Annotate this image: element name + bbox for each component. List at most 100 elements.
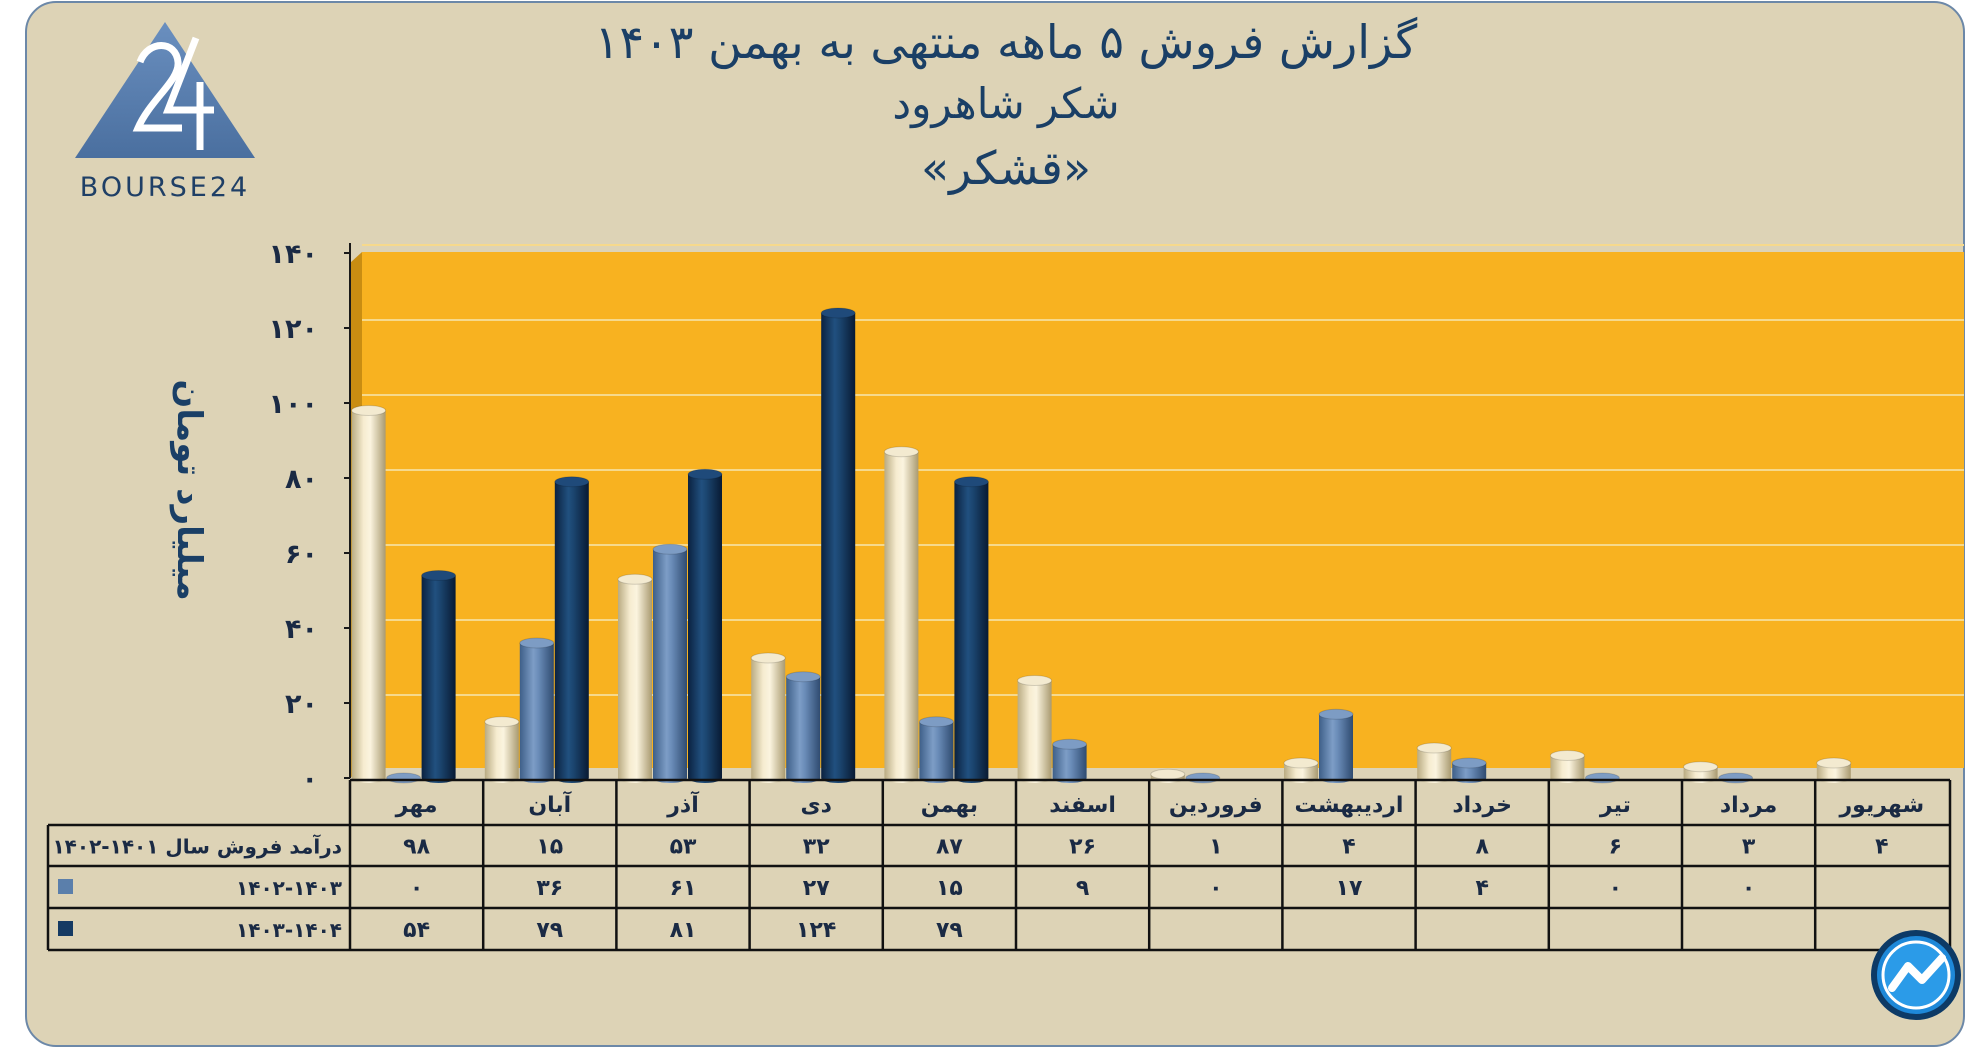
bar-top bbox=[652, 543, 688, 555]
bar-top bbox=[1584, 772, 1620, 784]
data-label: ۶ bbox=[1609, 835, 1622, 860]
data-label: ۱۲۴ bbox=[796, 918, 836, 943]
data-label: ۲۷ bbox=[803, 876, 830, 901]
bar-1-0 bbox=[386, 772, 422, 784]
bar-1-5 bbox=[1052, 738, 1088, 783]
y-tick-label: ۱۰۰ bbox=[269, 389, 318, 420]
data-label: ۰ bbox=[1609, 876, 1622, 901]
bar-0-4 bbox=[883, 446, 919, 783]
bar-body bbox=[484, 721, 519, 783]
data-label: ۵۳ bbox=[670, 835, 697, 860]
y-tick-label: ۱۴۰ bbox=[269, 239, 318, 270]
y-tick-label: ۶۰ bbox=[285, 539, 318, 570]
bar-top bbox=[687, 468, 723, 480]
data-label: ۷۹ bbox=[536, 918, 563, 943]
bar-body bbox=[1417, 748, 1452, 783]
data-label: ۱۷ bbox=[1336, 876, 1363, 901]
bar-0-3 bbox=[750, 652, 786, 783]
bar-body bbox=[786, 676, 821, 783]
bar-body bbox=[821, 313, 856, 783]
bar-top bbox=[554, 476, 590, 488]
bar-1-1 bbox=[519, 637, 555, 783]
data-label: ۴ bbox=[1475, 876, 1488, 901]
bar-2-2 bbox=[687, 468, 723, 783]
bar-2-3 bbox=[820, 307, 856, 783]
title-line-1: گزارش فروش ۵ ماهه منتهی به بهمن ۱۴۰۳ bbox=[595, 15, 1418, 70]
data-label: ۷۹ bbox=[936, 918, 963, 943]
bar-0-2 bbox=[617, 573, 653, 783]
y-tick-label: ۸۰ bbox=[285, 464, 318, 495]
bar-top bbox=[1150, 768, 1186, 780]
x-tick-label: مهر bbox=[395, 793, 438, 818]
data-label: ۱ bbox=[1209, 835, 1222, 860]
bar-body bbox=[1452, 763, 1487, 783]
bar-top bbox=[918, 716, 954, 728]
bar-0-0 bbox=[351, 405, 387, 783]
x-tick-label: دی bbox=[800, 793, 831, 818]
bar-body bbox=[653, 549, 687, 783]
data-label: ۶۱ bbox=[670, 876, 697, 901]
bar-body bbox=[751, 658, 786, 783]
bar-1-3 bbox=[785, 671, 821, 783]
data-label: ۳۶ bbox=[536, 876, 563, 901]
bar-body bbox=[618, 579, 652, 783]
x-tick-label: آذر bbox=[666, 790, 699, 818]
bar-top bbox=[519, 637, 555, 649]
y-axis-label: میلیارد تومان bbox=[169, 379, 209, 600]
bar-top bbox=[421, 570, 457, 581]
bar-body bbox=[421, 575, 456, 783]
bar-1-10 bbox=[1718, 772, 1754, 784]
logo-digit-two-shape bbox=[132, 42, 182, 132]
legend-swatch bbox=[58, 921, 73, 936]
bar-top bbox=[750, 652, 786, 664]
legend-swatch bbox=[58, 879, 73, 894]
x-tick-label: مرداد bbox=[1720, 793, 1777, 818]
legend-label: ۱۴۰۲-۱۴۰۳ bbox=[236, 876, 342, 900]
title-line-3: «قشکر» bbox=[921, 141, 1091, 196]
bar-0-1 bbox=[484, 716, 520, 783]
bar-body bbox=[1052, 744, 1087, 783]
y-axis: ۰ ۲۰ ۴۰ ۶۰ ۸۰ ۱۰۰ ۱۲۰ ۱۴۰ bbox=[269, 239, 351, 795]
bar-2-0 bbox=[421, 570, 457, 783]
bar-top bbox=[1017, 675, 1053, 686]
bar-1-7 bbox=[1318, 708, 1354, 783]
data-label: ۰ bbox=[1209, 876, 1222, 901]
bar-top bbox=[351, 405, 387, 416]
bar-top bbox=[617, 573, 653, 585]
bar-1-2 bbox=[652, 543, 688, 783]
data-label: ۰ bbox=[410, 876, 423, 901]
data-label: ۸۷ bbox=[936, 835, 963, 860]
bar-top bbox=[1816, 757, 1852, 769]
bar-top bbox=[1683, 761, 1719, 773]
bar-body bbox=[919, 721, 954, 783]
legend-label: درآمد فروش سال ۱۴۰۱-۱۴۰۲ bbox=[52, 834, 342, 859]
x-tick-label: خرداد bbox=[1452, 793, 1512, 818]
bar-body bbox=[554, 481, 589, 783]
bar-body bbox=[1284, 763, 1318, 783]
bar-top bbox=[1185, 772, 1221, 784]
bar-top bbox=[883, 446, 919, 458]
data-label: ۸۱ bbox=[670, 918, 697, 943]
bar-body bbox=[954, 481, 989, 783]
bar-top bbox=[953, 476, 989, 488]
bar-0-11 bbox=[1816, 757, 1852, 783]
y-tick-label: ۲۰ bbox=[285, 689, 318, 720]
bar-2-1 bbox=[554, 476, 590, 783]
bar-body bbox=[688, 474, 722, 783]
x-tick-label: بهمن bbox=[921, 793, 978, 818]
bar-0-9 bbox=[1549, 750, 1585, 783]
bar-top bbox=[1549, 750, 1585, 761]
data-label: ۹۸ bbox=[403, 835, 430, 860]
data-label: ۲۶ bbox=[1069, 835, 1096, 860]
x-tick-label: فروردین bbox=[1169, 793, 1263, 818]
logo-digit-four-shape bbox=[162, 36, 214, 150]
bar-1-9 bbox=[1584, 772, 1620, 784]
data-label: ۴ bbox=[1342, 835, 1355, 860]
bar-top bbox=[484, 716, 520, 728]
x-tick-label: شهریور bbox=[1839, 793, 1925, 818]
bar-body bbox=[351, 410, 386, 783]
bar-1-6 bbox=[1185, 772, 1221, 784]
x-tick-label: اردیبهشت bbox=[1295, 793, 1404, 818]
